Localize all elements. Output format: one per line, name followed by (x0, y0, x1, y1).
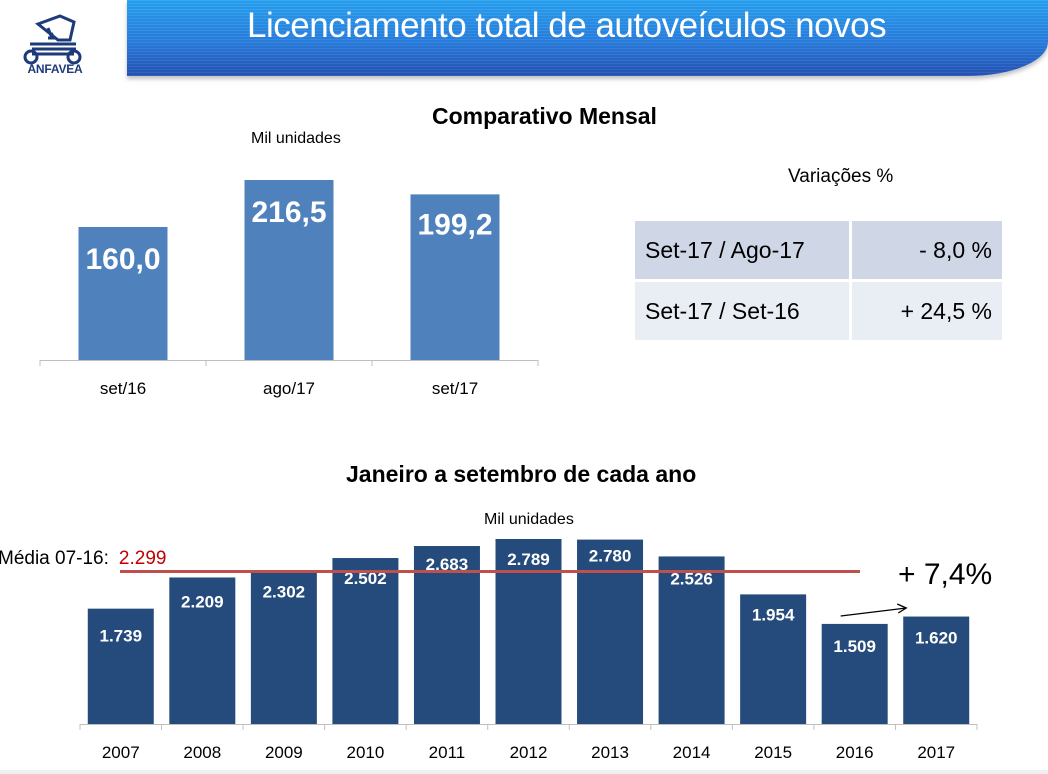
x-tick-label: set/17 (432, 379, 478, 398)
bar (740, 594, 807, 724)
bar-value-label: 160,0 (85, 243, 160, 276)
x-tick-label: 2013 (591, 743, 629, 762)
x-tick-label: 2010 (346, 743, 384, 762)
bar (78, 226, 168, 360)
bar-value-label: 216,5 (251, 196, 326, 229)
bar (577, 539, 644, 724)
monthly-chart-title: Comparativo Mensal (432, 103, 657, 129)
bar (169, 577, 236, 724)
x-tick-label: 2009 (265, 743, 303, 762)
arrow-head-icon (896, 603, 908, 614)
page-title: Licenciamento total de autoveículos novo… (247, 6, 887, 45)
bar (658, 556, 725, 724)
variation-label: Set-17 / Ago-17 (635, 221, 852, 282)
monthly-bar-chart: 160,0 set/16 216,5 ago/17 199,2 set/17 (39, 180, 539, 398)
anfavea-logo (23, 14, 82, 65)
x-tick-label: 2012 (510, 743, 548, 762)
bar-value-label: 2.780 (589, 547, 632, 566)
table-row: Set-17 / Set-16 + 24,5 % (635, 280, 1002, 340)
bar-value-label: 2.526 (670, 569, 713, 588)
x-tick-label: set/16 (100, 379, 146, 398)
x-tick-label: 2008 (183, 743, 221, 762)
annual-chart-title: Janeiro a setembro de cada ano (346, 461, 697, 487)
bar (413, 546, 480, 724)
variation-value: + 24,5 % (850, 280, 1002, 340)
bar-value-label: 199,2 (417, 208, 492, 241)
variation-label: Set-17 / Set-16 (635, 280, 852, 340)
monthly-unit-label: Mil unidades (251, 130, 341, 147)
growth-annotation: + 7,4% (898, 558, 993, 591)
x-tick-label: ago/17 (263, 379, 315, 398)
bar (410, 194, 500, 360)
bar-value-label: 2.502 (344, 569, 387, 588)
logo-text: ANFAVEA (27, 62, 83, 76)
x-tick-label: 2015 (754, 743, 792, 762)
header-bar: Licenciamento total de autoveículos novo… (127, 0, 1048, 76)
bar-value-label: 1.620 (915, 629, 958, 648)
annual-bar-chart: 1.739 2007 2.209 2008 2.302 2009 2.502 2010 2.68… (79, 539, 978, 762)
variation-value: - 8,0 % (850, 221, 1002, 282)
bar-value-label: 2.789 (507, 550, 550, 569)
bar-value-label: 1.954 (752, 605, 795, 624)
annual-unit-label: Mil unidades (484, 511, 574, 528)
bar (821, 623, 888, 724)
bar (244, 180, 334, 360)
table-row: Set-17 / Ago-17 - 8,0 % (635, 221, 1002, 282)
x-tick-label: 2017 (917, 743, 955, 762)
variations-title: Variações % (788, 166, 894, 187)
average-label-text: Média 07-16: (0, 548, 109, 569)
average-value: 2.299 (118, 548, 167, 569)
x-tick-label: 2011 (429, 743, 466, 762)
bar (250, 571, 317, 724)
bar (495, 539, 562, 724)
footer-divider (0, 770, 1048, 774)
bar (903, 616, 970, 724)
bar-value-label: 1.509 (833, 637, 876, 656)
x-tick-label: 2007 (102, 743, 140, 762)
bar-value-label: 2.209 (181, 592, 224, 611)
bar-value-label: 2.302 (263, 582, 306, 601)
bar-value-label: 1.739 (99, 627, 142, 646)
average-label: Média 07-16: 2.299 (0, 548, 166, 570)
bar-value-label: 2.683 (426, 555, 469, 574)
arrow-right-icon (840, 607, 907, 617)
bar (332, 558, 399, 724)
bar (87, 608, 154, 724)
variations-table: Set-17 / Ago-17 - 8,0 % Set-17 / Set-16 … (635, 221, 1002, 340)
x-tick-label: 2016 (836, 743, 874, 762)
x-tick-label: 2014 (673, 743, 711, 762)
